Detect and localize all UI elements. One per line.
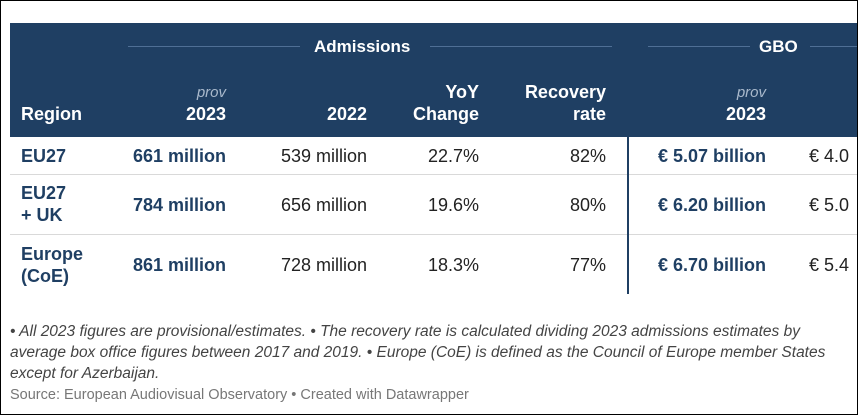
admissions-2022-cell: 728 million: [280, 255, 367, 275]
column-header-yoy-change[interactable]: YoY Change: [388, 81, 479, 125]
admissions-2023-cell: 784 million: [132, 195, 226, 215]
admissions-2022-cell: 539 million: [280, 146, 367, 166]
column-header-region-label: Region: [21, 104, 82, 124]
region-name-line2: (CoE): [21, 266, 69, 286]
source-line: Source: European Audiovisual Observatory…: [10, 387, 469, 403]
gbo-2023-cell: € 6.20 billion: [657, 195, 766, 215]
column-header-recovery-rate[interactable]: Recovery rate: [510, 81, 606, 125]
column-header-label: 2022: [326, 104, 367, 124]
column-header-label-line2: rate: [572, 104, 606, 124]
column-header-label: 2023: [725, 104, 766, 124]
recovery-rate-cell: 77%: [569, 255, 606, 275]
recovery-rate-cell: 80%: [569, 195, 606, 215]
table-header: Admissions GBO Region prov 2023 2022 YoY…: [10, 23, 857, 137]
gbo-2022-cell: € 5.0: [809, 195, 850, 215]
region-cell: EU27: [21, 145, 66, 167]
prov-label: prov: [196, 84, 226, 101]
table-row: EU27 661 million 539 million 22.7% 82% €…: [10, 137, 857, 175]
footnotes: • All 2023 figures are provisional/estim…: [10, 323, 826, 382]
table-row: EU27 + UK 784 million 656 million 19.6% …: [10, 175, 857, 235]
admissions-2022-cell: 656 million: [280, 195, 367, 215]
group-label-admissions: Admissions: [314, 37, 411, 56]
gbo-2023-cell: € 6.70 billion: [657, 255, 766, 275]
region-name-line1: Europe: [21, 244, 84, 264]
column-group-divider: [627, 137, 629, 294]
admissions-2023-cell: 861 million: [132, 255, 226, 275]
gbo-2023-cell: € 5.07 billion: [657, 146, 766, 166]
group-divider-line: [430, 46, 612, 47]
region-name-line1: EU27: [21, 183, 67, 203]
group-divider-line: [128, 46, 300, 47]
region-name: EU27: [21, 146, 67, 166]
region-name-line2: + UK: [21, 205, 63, 225]
yoy-change-cell: 19.6%: [427, 195, 479, 215]
column-header-region[interactable]: Region: [21, 103, 82, 125]
recovery-rate-cell: 82%: [569, 146, 606, 166]
yoy-change-cell: 18.3%: [427, 255, 479, 275]
table-container: Admissions GBO Region prov 2023 2022 YoY…: [10, 23, 857, 414]
group-divider-line: [810, 46, 857, 47]
prov-label: prov: [736, 84, 766, 101]
table-row: Europe (CoE) 861 million 728 million 18.…: [10, 235, 857, 294]
region-cell: EU27 + UK: [21, 182, 66, 226]
region-cell: Europe (CoE): [21, 243, 83, 287]
column-header-gbo-2023[interactable]: prov 2023: [665, 83, 766, 125]
column-header-label-line1: YoY: [445, 82, 479, 102]
column-header-admissions-2023[interactable]: prov 2023: [125, 83, 226, 125]
yoy-change-cell: 22.7%: [427, 146, 479, 166]
group-divider-line: [648, 46, 750, 47]
column-header-label: 2023: [185, 104, 226, 124]
column-header-label-line1: Recovery: [524, 82, 606, 102]
column-header-label-line2: Change: [412, 104, 479, 124]
group-label-gbo: GBO: [759, 37, 798, 56]
column-header-admissions-2022[interactable]: 2022: [266, 103, 367, 125]
admissions-2023-cell: 661 million: [132, 146, 226, 166]
gbo-2022-cell: € 4.0: [809, 146, 850, 166]
gbo-2022-cell: € 5.4: [809, 255, 850, 275]
